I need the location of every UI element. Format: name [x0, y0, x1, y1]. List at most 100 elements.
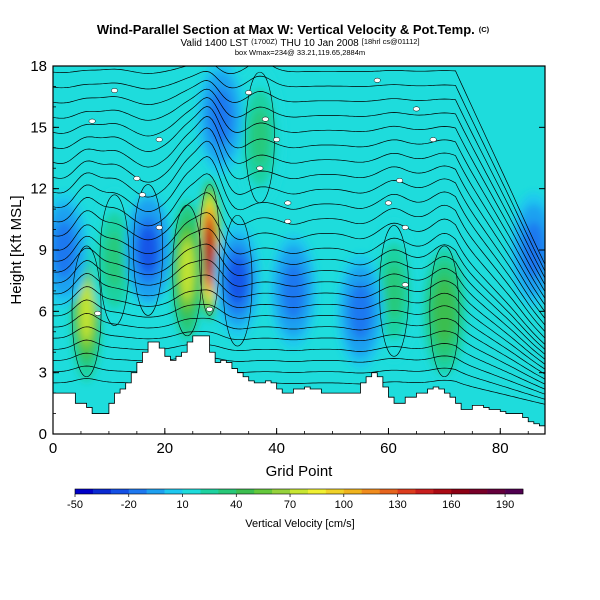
colorbar-tick-label: 100 — [335, 499, 353, 511]
colorbar-swatch — [307, 489, 327, 494]
colorbar-swatch — [182, 489, 201, 494]
theta-contour — [53, 192, 545, 339]
colorbar-swatch — [75, 489, 94, 494]
colorbar-swatch — [451, 489, 470, 494]
contour-label-marker — [155, 137, 163, 143]
theta-contour — [53, 326, 545, 385]
colorbar-swatch — [415, 489, 434, 494]
y-tick-label: 9 — [39, 242, 47, 259]
colorbar-swatch — [218, 489, 237, 494]
theta-contour — [53, 273, 545, 365]
contour-label-marker — [412, 106, 420, 112]
velocity-feature-1 — [170, 199, 204, 342]
colorbar-tick-label: 190 — [496, 499, 514, 511]
contour-label-marker — [373, 77, 381, 83]
colorbar-swatch — [200, 489, 219, 494]
theta-contour — [53, 286, 545, 370]
colorbar-swatch — [487, 489, 506, 494]
colorbar-swatch — [361, 489, 380, 494]
contour-label-marker — [385, 200, 392, 206]
colorbar-swatch — [272, 489, 291, 494]
contour-label-marker — [256, 165, 264, 171]
y-tick-label: 18 — [30, 58, 47, 75]
theta-contour — [53, 88, 545, 285]
chart-title: Wind-Parallel Section at Max W: Vertical… — [97, 22, 490, 37]
velocity-contour — [99, 194, 130, 326]
velocity-contour — [133, 184, 163, 316]
x-tick-label: 40 — [268, 440, 285, 457]
velocity-contour — [172, 204, 203, 337]
colorbar-swatch — [433, 489, 452, 494]
colorbar-frame — [74, 488, 524, 495]
x-tick-label: 20 — [156, 440, 173, 457]
x-axis-label: Grid Point — [266, 463, 334, 480]
theta-contour — [53, 259, 545, 360]
y-tick-label: 0 — [39, 426, 47, 443]
contour-label-marker — [206, 306, 213, 312]
contour-label-marker — [111, 88, 118, 93]
velocity-feature-11 — [53, 192, 89, 308]
colorbar-tick-label: 40 — [230, 499, 242, 511]
x-tick-label: 80 — [492, 440, 509, 457]
contour-label-marker — [155, 225, 163, 230]
velocity-feature-7 — [123, 192, 173, 308]
theta-contour — [53, 365, 545, 400]
contour-label-marker — [401, 225, 409, 230]
colorbar-swatch — [146, 489, 165, 494]
colorbar-swatch — [128, 489, 147, 494]
contour-label-marker — [133, 175, 141, 181]
contour-labels — [88, 77, 437, 316]
contour-label-marker — [401, 282, 409, 288]
contour-label-marker — [396, 178, 404, 183]
theta-contour — [53, 313, 545, 380]
contour-label-marker — [273, 137, 281, 143]
y-tick-label: 3 — [39, 365, 47, 382]
colorbar-label: Vertical Velocity [cm/s] — [245, 518, 354, 530]
contour-label-marker — [94, 310, 102, 316]
colorbar-tick-label: 130 — [388, 499, 406, 511]
velocity-contour — [222, 214, 253, 347]
theta-contour — [53, 212, 545, 345]
x-tick-label: 60 — [380, 440, 397, 457]
colorbar-swatch — [290, 489, 309, 494]
colorbar-swatch — [397, 489, 416, 494]
x-tick-label: 0 — [49, 440, 57, 457]
colorbar-swatch — [110, 489, 130, 494]
theta-contour — [53, 227, 545, 350]
velocity-contour — [429, 245, 460, 378]
theta-contour — [53, 80, 545, 279]
contour-label-marker — [262, 116, 269, 122]
title-mark: (C) — [479, 25, 490, 34]
colorbar-swatch — [505, 489, 524, 494]
velocity-feature-10 — [336, 253, 385, 370]
theta-contour — [53, 97, 545, 292]
chart-subtitle: Valid 1400 LST (1700Z) THU 10 Jan 2008 [18h… — [180, 37, 419, 49]
colorbar-swatch — [92, 489, 112, 494]
velocity-contour — [379, 225, 409, 357]
velocity-contour — [199, 184, 220, 316]
theta-contour — [53, 352, 545, 395]
theta-contour — [53, 156, 545, 326]
contour-label-marker — [139, 192, 146, 198]
contour-label-marker — [429, 137, 437, 143]
theta-contour — [53, 140, 545, 319]
velocity-contours — [71, 71, 460, 378]
theta-contour — [53, 66, 545, 265]
theta-contour — [53, 106, 545, 299]
colorbar-swatch — [254, 489, 273, 494]
colorbar-tick-label: 70 — [284, 499, 296, 511]
colorbar-tick-label: 160 — [442, 499, 460, 511]
velocity-contour — [71, 245, 102, 378]
chart-location-line: box Wmax=234@ 33.21,119.65,2884m — [235, 48, 365, 57]
y-tick-label: 15 — [30, 119, 47, 136]
colorbar-swatch — [469, 489, 488, 494]
theta-contour — [53, 243, 545, 355]
colorbar-swatch — [236, 489, 255, 494]
y-axis: 0 3 6 9 12 15 18 — [30, 58, 545, 443]
y-tick-label: 6 — [39, 303, 47, 320]
velocity-feature-8 — [213, 222, 262, 339]
theta-contour — [53, 339, 545, 390]
colorbar-tick-label: 10 — [176, 499, 188, 511]
x-axis: 0 20 40 60 80 — [49, 428, 529, 457]
